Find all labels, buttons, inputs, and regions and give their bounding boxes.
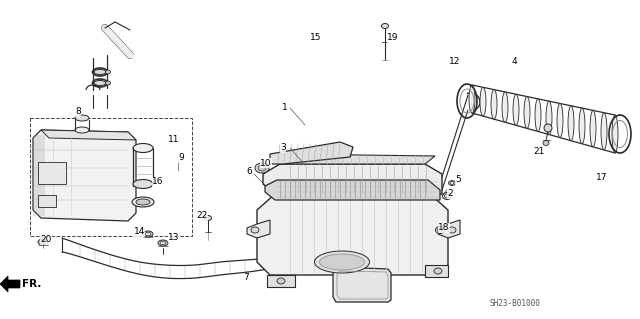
Text: 15: 15 [310, 33, 321, 42]
Ellipse shape [133, 180, 153, 189]
Polygon shape [265, 180, 440, 200]
Ellipse shape [75, 127, 89, 133]
Bar [38, 162, 66, 184]
Ellipse shape [136, 199, 150, 205]
Bar [30, 118, 192, 236]
Text: 16: 16 [152, 177, 163, 187]
Ellipse shape [158, 240, 168, 246]
Ellipse shape [106, 81, 111, 85]
Polygon shape [33, 130, 136, 221]
Text: 12: 12 [449, 57, 460, 66]
Ellipse shape [75, 115, 89, 121]
Polygon shape [280, 154, 435, 164]
Text: 11: 11 [168, 136, 179, 145]
Ellipse shape [543, 140, 549, 145]
Ellipse shape [449, 181, 456, 186]
Ellipse shape [143, 231, 153, 237]
Text: 20: 20 [40, 235, 51, 244]
Ellipse shape [38, 239, 48, 245]
Text: 8: 8 [75, 108, 81, 116]
Text: 18: 18 [438, 224, 449, 233]
Ellipse shape [255, 163, 269, 173]
Ellipse shape [319, 254, 365, 270]
Text: SH23-B01000: SH23-B01000 [490, 299, 541, 308]
Ellipse shape [205, 216, 211, 220]
Ellipse shape [568, 106, 574, 141]
Text: 9: 9 [178, 153, 184, 162]
Ellipse shape [277, 278, 285, 284]
Text: 7: 7 [243, 273, 249, 283]
Ellipse shape [106, 70, 111, 74]
Ellipse shape [491, 90, 497, 119]
Ellipse shape [469, 85, 475, 113]
Polygon shape [270, 142, 353, 164]
Ellipse shape [502, 92, 508, 122]
Ellipse shape [448, 227, 456, 233]
Polygon shape [247, 220, 270, 238]
Text: 21: 21 [533, 147, 545, 157]
Text: 3: 3 [280, 144, 286, 152]
Ellipse shape [544, 124, 552, 132]
Ellipse shape [442, 192, 451, 199]
Polygon shape [41, 130, 136, 140]
Ellipse shape [579, 108, 585, 144]
Ellipse shape [513, 94, 519, 125]
Polygon shape [263, 164, 442, 194]
Polygon shape [425, 265, 448, 277]
Ellipse shape [434, 268, 442, 274]
Text: FR.: FR. [22, 279, 42, 289]
Ellipse shape [557, 103, 563, 137]
Text: 13: 13 [168, 234, 179, 242]
Text: 19: 19 [387, 33, 399, 42]
Text: 1: 1 [282, 103, 288, 113]
Text: 10: 10 [260, 159, 271, 167]
Bar [38, 195, 56, 207]
Text: 2: 2 [447, 189, 452, 198]
Ellipse shape [612, 115, 618, 153]
Polygon shape [257, 194, 448, 275]
Ellipse shape [381, 24, 388, 28]
Ellipse shape [94, 80, 106, 85]
Ellipse shape [601, 113, 607, 150]
Ellipse shape [480, 87, 486, 116]
Ellipse shape [314, 251, 369, 273]
Ellipse shape [251, 227, 259, 233]
Text: 22: 22 [196, 211, 208, 220]
Ellipse shape [94, 70, 106, 75]
Ellipse shape [258, 165, 266, 171]
Ellipse shape [524, 97, 530, 128]
Polygon shape [0, 276, 20, 292]
Ellipse shape [590, 110, 596, 147]
Ellipse shape [133, 144, 153, 152]
Text: 6: 6 [246, 167, 252, 176]
Ellipse shape [435, 226, 445, 234]
Polygon shape [267, 275, 295, 287]
Polygon shape [333, 267, 391, 302]
Polygon shape [438, 220, 460, 238]
Ellipse shape [535, 99, 541, 131]
Text: 5: 5 [455, 175, 461, 184]
Ellipse shape [132, 197, 154, 207]
Ellipse shape [546, 101, 552, 135]
Text: 4: 4 [512, 57, 518, 66]
Text: 14: 14 [134, 227, 145, 236]
Text: 17: 17 [596, 174, 607, 182]
